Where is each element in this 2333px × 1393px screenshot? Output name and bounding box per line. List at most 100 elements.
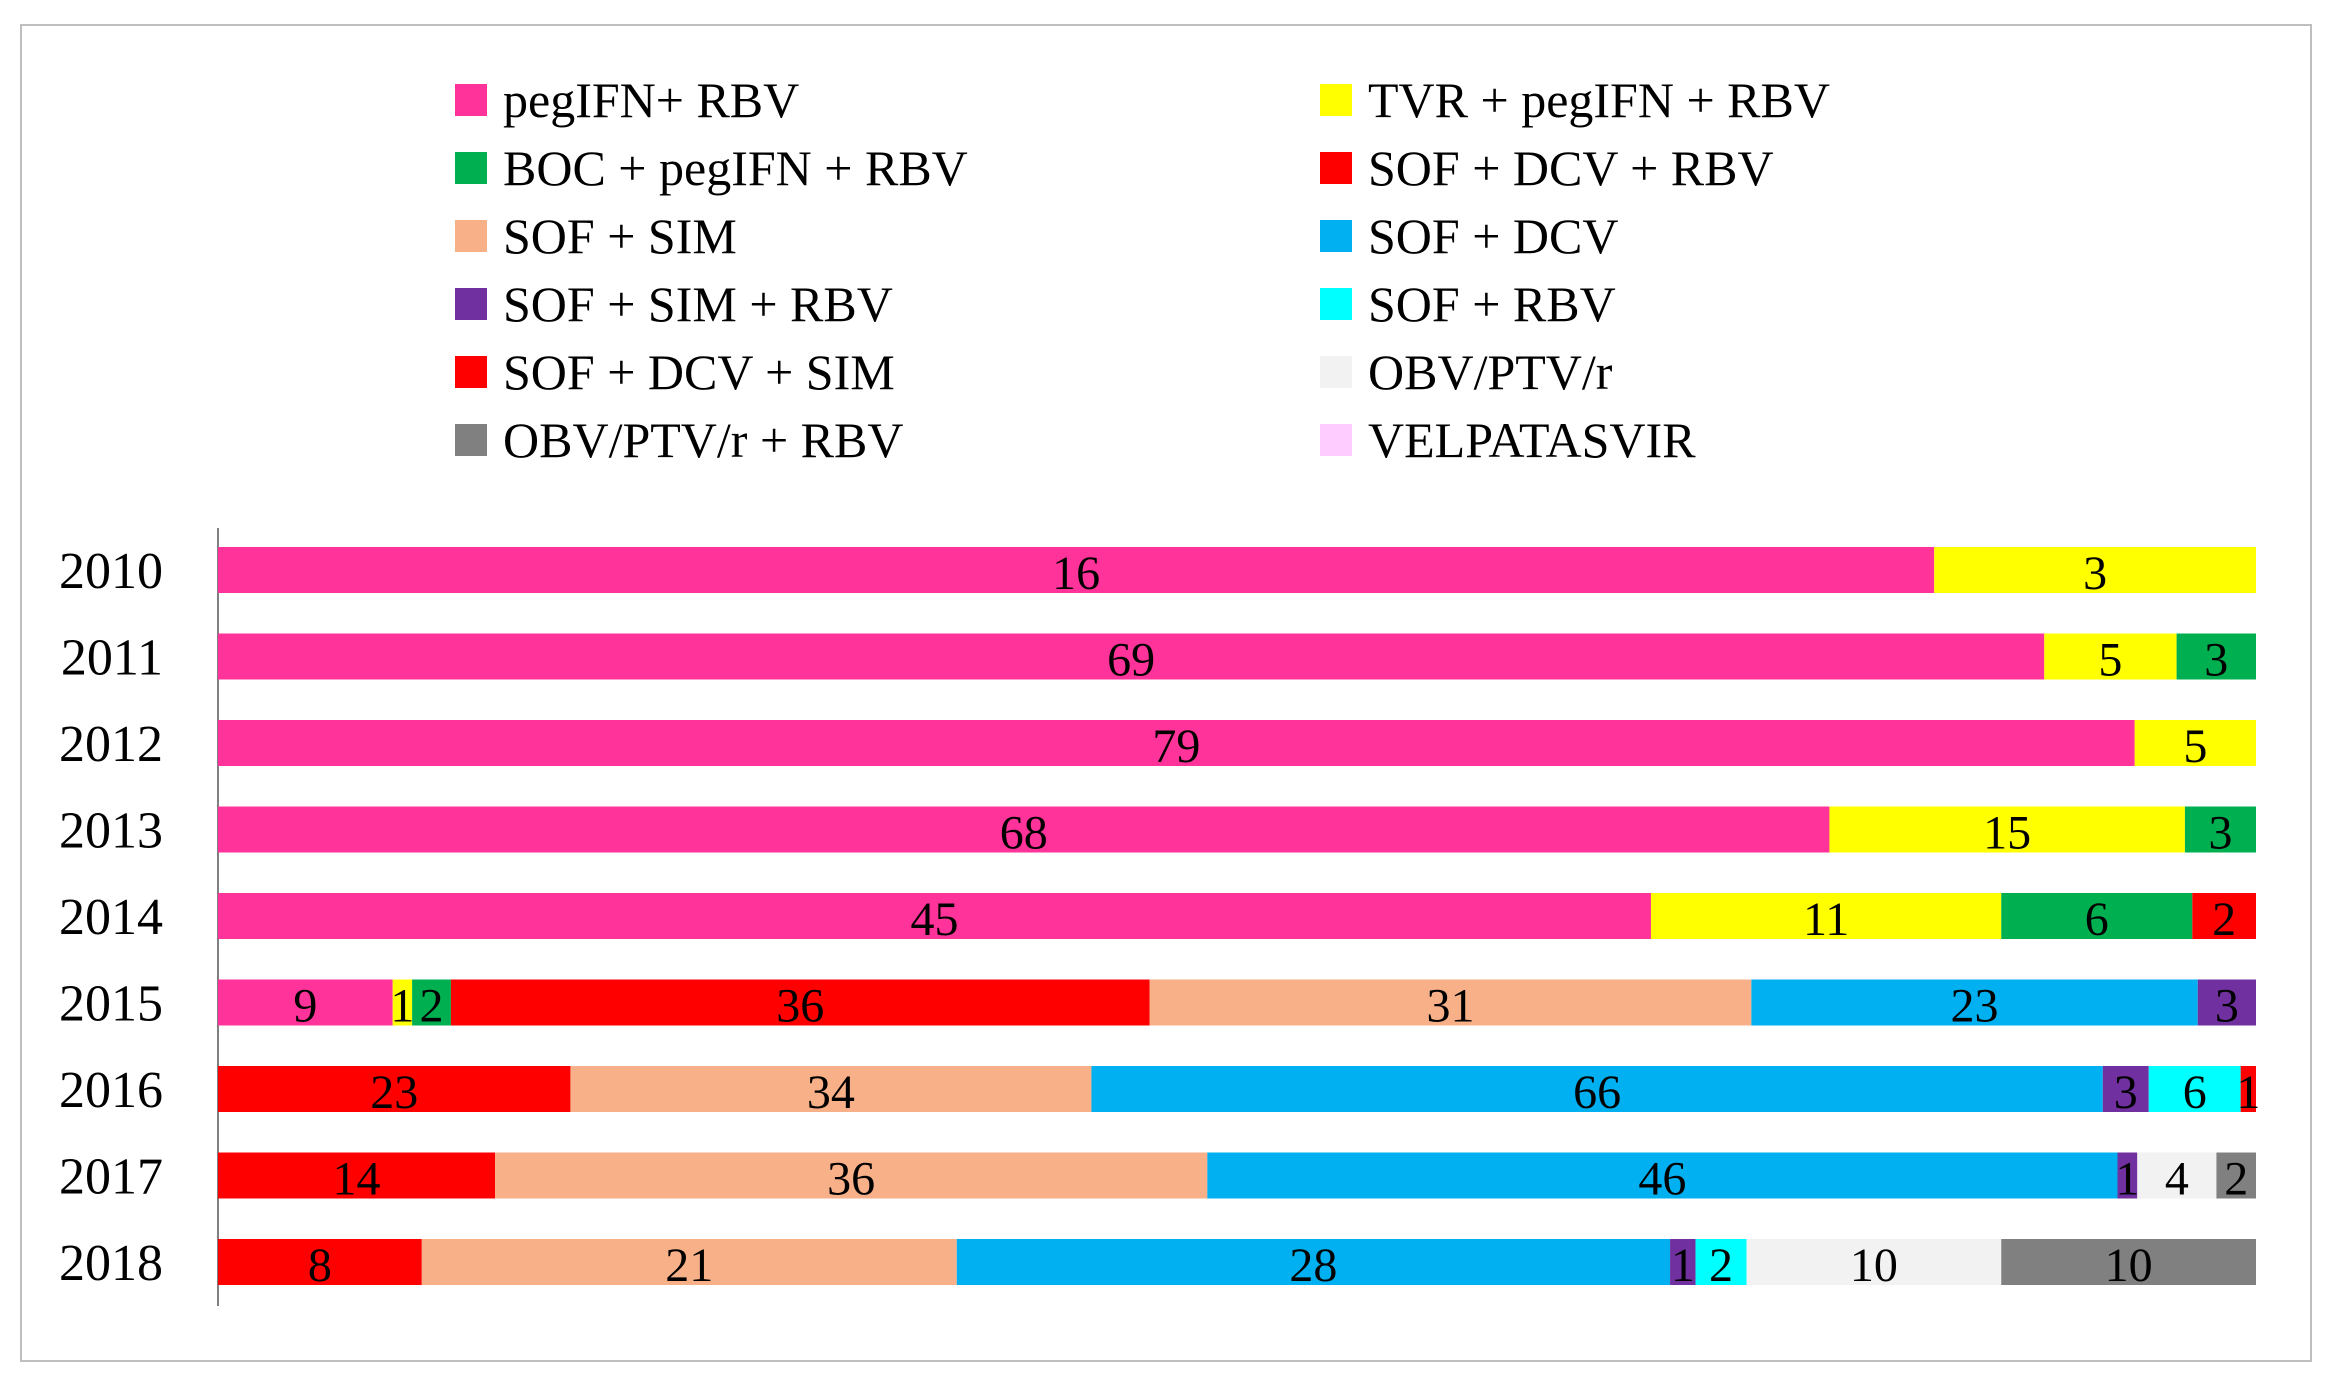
data-label: 79: [1152, 720, 1200, 773]
bar-segment: [218, 1066, 571, 1112]
bar-segment: [412, 979, 451, 1026]
bar-segment: [1149, 979, 1752, 1026]
legend-label: BOC + pegIFN + RBV: [503, 140, 968, 196]
y-tick-label: 2013: [59, 803, 163, 860]
bar-segment: [1934, 547, 2256, 593]
data-label: 28: [1289, 1239, 1337, 1292]
data-label: 4: [2165, 1153, 2189, 1206]
y-tick-label: 2010: [59, 543, 163, 600]
data-label: 46: [1638, 1153, 1686, 1206]
bar-segment: [2176, 633, 2256, 680]
bar-segment: [2240, 1066, 2256, 1112]
bar-segment: [1670, 1239, 1696, 1285]
y-tick-label: 2011: [61, 630, 163, 687]
data-label: 45: [910, 893, 958, 946]
bar-segment: [1829, 806, 2185, 853]
legend-swatch: [455, 424, 487, 456]
data-label: 23: [1951, 980, 1999, 1033]
bar-segment: [218, 1152, 496, 1199]
bar-segment: [218, 633, 2045, 680]
data-label: 3: [2204, 634, 2228, 687]
data-label: 1: [1671, 1239, 1695, 1292]
data-label: 21: [665, 1239, 713, 1292]
bar-segment: [218, 979, 393, 1026]
data-label: 66: [1573, 1066, 1621, 1119]
bar-segment: [2137, 1152, 2217, 1199]
y-tick-label: 2014: [59, 889, 163, 946]
bar-segment: [2001, 1239, 2256, 1285]
data-label: 68: [1000, 807, 1048, 860]
legend-swatch: [455, 84, 487, 116]
bar-segment: [2148, 1066, 2241, 1112]
legend-label: SOF + SIM: [503, 208, 737, 264]
data-label: 8: [308, 1239, 332, 1292]
y-tick-label: 2018: [59, 1235, 163, 1292]
data-label: 31: [1427, 980, 1475, 1033]
bar-segment: [495, 1152, 1208, 1199]
legend-label: SOF + RBV: [1368, 276, 1616, 332]
data-label: 36: [827, 1153, 875, 1206]
legend-swatch: [1320, 356, 1352, 388]
bar-segment: [2044, 633, 2177, 680]
legend-swatch: [455, 356, 487, 388]
legend: pegIFN+ RBV TVR + pegIFN + RBV BOC + pegIF…: [455, 72, 1830, 468]
legend-swatch: [1320, 424, 1352, 456]
data-label: 36: [776, 980, 824, 1033]
data-label: 5: [2183, 720, 2207, 773]
bar-segment: [2192, 893, 2256, 939]
data-label: 2: [1709, 1239, 1733, 1292]
bar-segment: [392, 979, 413, 1026]
data-label: 10: [1850, 1239, 1898, 1292]
legend-swatch: [1320, 84, 1352, 116]
bar-segment: [2102, 1066, 2149, 1112]
bar-segment: [1207, 1152, 2118, 1199]
bar-segment: [570, 1066, 1092, 1112]
y-tick-label: 2012: [59, 716, 163, 773]
bar-segment: [1746, 1239, 2002, 1285]
data-label: 15: [1983, 807, 2031, 860]
legend-label: SOF + DCV + RBV: [1368, 140, 1774, 196]
legend-swatch: [455, 220, 487, 252]
data-label: 3: [2215, 980, 2239, 1033]
legend-label: pegIFN+ RBV: [503, 72, 799, 128]
data-label: 9: [293, 980, 317, 1033]
data-label: 1: [390, 980, 414, 1033]
bar-segment: [218, 1239, 422, 1285]
legend-label: TVR + pegIFN + RBV: [1368, 72, 1830, 128]
bar-segment: [2197, 979, 2256, 1026]
y-tick-label: 2016: [59, 1062, 163, 1119]
data-label: 3: [2114, 1066, 2138, 1119]
bar-segment: [2117, 1152, 2138, 1199]
bar-segment: [1091, 1066, 2103, 1112]
bar-segment: [218, 547, 1935, 593]
bar-segment: [218, 806, 1830, 853]
legend-label: OBV/PTV/r: [1368, 344, 1613, 400]
data-label: 6: [2085, 893, 2109, 946]
data-label: 16: [1052, 547, 1100, 600]
legend-label: SOF + DCV: [1368, 208, 1619, 264]
data-label: 23: [370, 1066, 418, 1119]
bar-segment: [2134, 720, 2256, 766]
legend-label: SOF + DCV + SIM: [503, 344, 895, 400]
legend-swatch: [1320, 220, 1352, 252]
bar-segment: [1695, 1239, 1747, 1285]
data-label: 11: [1803, 893, 1849, 946]
data-label: 3: [2208, 807, 2232, 860]
legend-swatch: [455, 152, 487, 184]
bar-segment: [2001, 893, 2193, 939]
legend-label: VELPATASVIR: [1368, 412, 1696, 468]
legend-label: SOF + SIM + RBV: [503, 276, 893, 332]
data-label: 1: [2236, 1066, 2260, 1119]
data-label: 2: [2224, 1153, 2248, 1206]
data-label: 69: [1107, 634, 1155, 687]
bar-segment: [218, 893, 1651, 939]
data-label: 14: [333, 1153, 381, 1206]
data-label: 3: [2083, 547, 2107, 600]
bar-segment: [2216, 1152, 2256, 1199]
data-label: 10: [2105, 1239, 2153, 1292]
legend-label: OBV/PTV/r + RBV: [503, 412, 903, 468]
y-tick-label: 2015: [59, 976, 163, 1033]
legend-swatch: [1320, 288, 1352, 320]
legend-swatch: [1320, 152, 1352, 184]
